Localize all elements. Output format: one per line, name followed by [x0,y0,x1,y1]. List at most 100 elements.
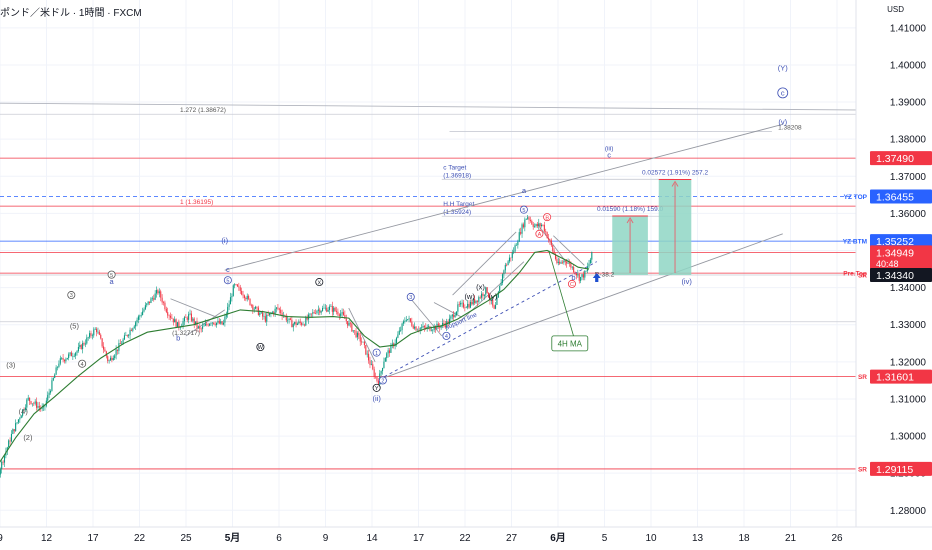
level-label: 1 (1.36195) [180,199,213,206]
time-tick-label: 27 [506,533,518,544]
candle-body [430,330,432,332]
candle-body [525,218,527,220]
wave-circle-label: C [570,282,574,288]
candle-body [585,270,587,272]
candle-body [372,364,374,370]
candle-body [448,318,451,325]
price-tick-label: 1.39000 [890,98,927,109]
trend-line [410,298,443,337]
candle-body [504,264,506,271]
candle-body [458,304,460,305]
wave-label: (Y) [778,64,789,73]
candle-body [338,314,340,316]
price-label-box [870,245,932,270]
wave-circle-label: 2 [381,379,384,385]
candle-body [89,333,91,338]
wave-label: (iv) [681,277,692,286]
candle-body [225,314,227,317]
candle-body [294,321,296,325]
candle-body [395,337,398,344]
candle-body [488,292,490,298]
candle-body [515,245,518,246]
candle-body [30,401,32,404]
candle-body [62,357,64,360]
candle-body [266,314,268,322]
candle-body [352,330,354,332]
candle-body [368,353,370,361]
candle-body [315,313,317,314]
candle-body [330,305,332,307]
candle-body [255,306,257,309]
target-arrow-head [671,180,679,187]
candle-body [567,262,569,264]
candle-body [202,326,204,329]
candle-body [165,309,167,313]
price-label-tag: SR [858,273,867,280]
candle-body [467,303,469,308]
candle-body [278,308,280,310]
candle-body [554,254,557,260]
candle-body [407,319,409,320]
price-tick-label: 1.33000 [890,320,927,331]
candle-body [422,326,424,328]
candle-body [253,308,255,310]
candle-body [347,321,349,326]
candle-body [541,224,543,226]
candle-body [189,313,191,315]
candle-body [157,290,159,294]
candle-body [324,307,326,309]
wave-label: (iii) [605,145,614,152]
candle-body [249,298,251,306]
candle-body [150,298,152,303]
candle-body [472,298,474,305]
time-tick-label: 14 [366,533,378,544]
price-label-box [870,151,932,166]
candle-body [356,332,358,338]
candle-body [292,324,294,328]
symbol-title: ポンド／米ドル · 1時間 · FXCM [0,8,142,19]
wave-circle-label: 4 [445,334,448,340]
candle-body [232,285,234,297]
time-axis[interactable]: 9 12 17 22 25 5月 6 9 14 17 22 27 6月 5 10 13 18 21 26 [0,526,932,550]
candle-body [143,309,145,312]
target-box-label: 0.01590 (1.18%) 159.0 [597,206,664,213]
candle-body [288,318,290,320]
wave-circle-label: 4 [81,362,84,368]
candle-body [44,405,46,407]
candle-body [176,322,179,327]
candle-body [354,330,356,331]
candle-body [16,422,18,424]
time-tick-label: 17 [87,533,99,544]
trend-line [0,102,884,111]
candle-body [1,461,3,470]
candle-body [77,347,79,352]
wave-circle-label: 3 [409,295,412,301]
candle-body [222,322,225,325]
candle-body [532,224,534,227]
price-label-value: 1.34949 [876,247,914,259]
price-label-tag: SR [858,466,867,473]
candle-body [517,241,519,246]
candle-body [326,307,328,312]
candle-body [186,317,188,320]
candle-body [63,359,66,362]
time-tick-label: 17 [413,533,425,544]
candle-body [591,251,593,260]
candle-body [267,314,269,316]
wave-circle [67,291,76,300]
candle-body [36,401,38,408]
candle-body [52,378,54,381]
candle-body [68,354,70,358]
candle-body [264,316,266,322]
level-label: (1.35924) [443,209,471,216]
candle-body [451,314,453,317]
candle-body [160,291,162,298]
wave-circle-label: 5 [226,278,229,284]
candle-body [48,392,50,395]
candle-body [457,304,459,312]
candle-body [172,318,174,323]
trend-line [224,123,783,271]
candle-body [211,322,213,324]
candle-body [386,353,388,359]
